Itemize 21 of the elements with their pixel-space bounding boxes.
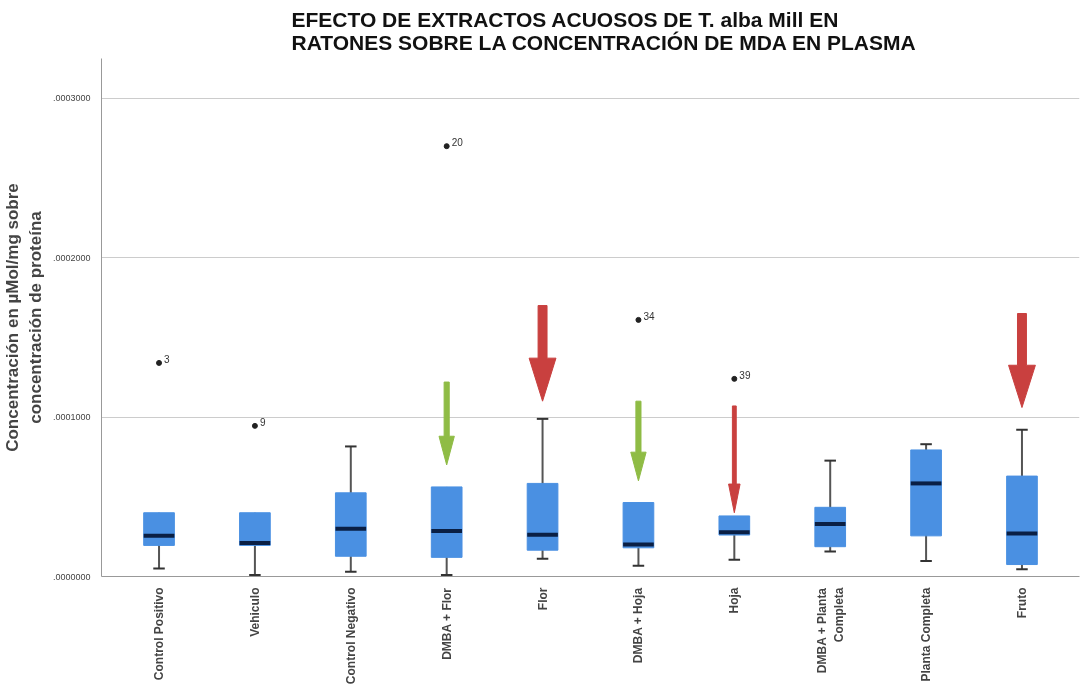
x-tick-label: Fruto [1014,587,1029,619]
x-tick-label: Control Positivo [152,587,167,681]
y-tick-label: .0001000 [52,412,91,423]
chart-title: EFECTO DE EXTRACTOS ACUOSOS DE T. alba Mill EN RATONES SOBRE LA CONCENTRACIÓN DE MDA EN PLASMA [291,7,916,54]
y-axis-title: Concentración en µMol/mg sobre concentración de proteína [3,183,45,452]
y-tick-label: .0002000 [52,252,91,263]
x-tick-label: Planta Completa [919,587,934,682]
annotation: 39 [739,369,751,381]
annotation: 20 [451,137,464,149]
x-tick-label: Flor [535,587,550,611]
y-tick-label: .0000000 [52,571,91,582]
x-tick-label: DMBA + Planta Completa [814,587,846,674]
annotation: 9 [259,416,266,428]
x-tick-label: Control Negativo [343,587,358,685]
annotation: 3 [164,353,171,365]
x-tick-label: DMBA + Flor [439,587,454,660]
x-tick-label: Vehiculo [247,587,262,637]
y-tick-label: .0003000 [52,93,91,104]
x-tick-label: Hoja [727,587,742,614]
annotation: 34 [643,310,655,322]
x-tick-label: DMBA + Hoja [631,587,646,664]
